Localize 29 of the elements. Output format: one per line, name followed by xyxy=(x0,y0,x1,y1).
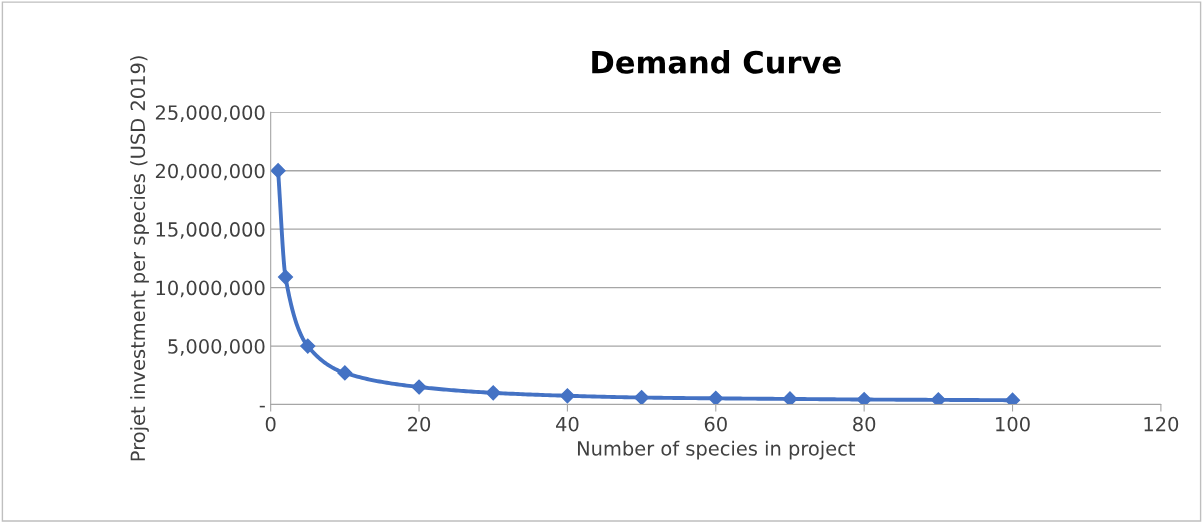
x-tick-label: 100 xyxy=(996,416,1030,432)
point xyxy=(559,388,575,404)
point xyxy=(708,390,724,405)
y-tick-label: 15,000,000 xyxy=(156,222,265,239)
point xyxy=(300,338,316,354)
y-tick-label: 5,000,000 xyxy=(168,339,265,356)
y-tick-label: 10,000,000 xyxy=(156,280,265,298)
y-tick-label: - xyxy=(259,405,265,408)
point xyxy=(782,391,798,405)
y-tick-label: 20,000,000 xyxy=(155,163,265,181)
point xyxy=(277,269,294,285)
point xyxy=(485,385,501,401)
point xyxy=(634,389,650,405)
point xyxy=(1004,392,1021,405)
x-tick-label: 20 xyxy=(408,416,431,432)
chart-title: Demand Curve xyxy=(592,50,841,74)
x-axis-title: Number of species in project xyxy=(577,440,856,460)
x-tick-label: 120 xyxy=(1144,416,1179,432)
x-tick-label: 80 xyxy=(853,416,876,432)
x-tick-label: 60 xyxy=(704,416,727,432)
point xyxy=(930,392,946,405)
y-axis-title: Projet investment per species (USD 2019) xyxy=(130,56,149,461)
point xyxy=(411,379,427,395)
x-tick-label: 40 xyxy=(555,416,579,432)
point xyxy=(856,391,872,405)
y-tick-label: 25,000,000 xyxy=(155,105,265,122)
x-tick-label: 0 xyxy=(265,416,276,432)
point xyxy=(337,365,353,381)
point xyxy=(270,163,286,179)
